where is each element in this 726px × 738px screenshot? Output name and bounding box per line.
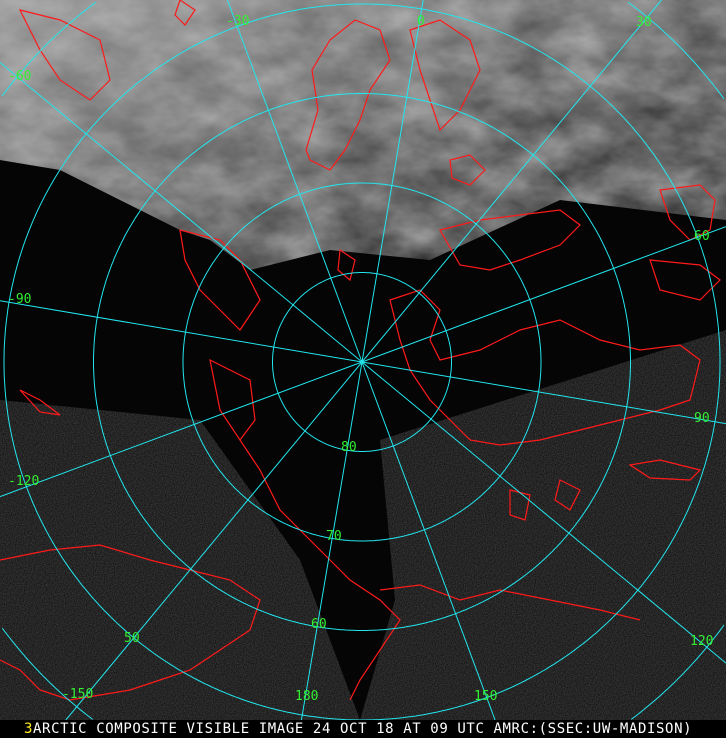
coastline-segment [19, 389, 61, 416]
longitude-label: -150 [62, 687, 93, 702]
meridian--60 [0, 62, 363, 363]
coastline-segment [509, 489, 531, 521]
longitude-label: 60 [694, 229, 710, 244]
image-caption-bar: 3ARCTIC COMPOSITE VISIBLE IMAGE 24 OCT 1… [0, 720, 726, 738]
latitude-label: 60 [311, 617, 327, 632]
meridian--30 [226, 0, 363, 363]
coastline-segment [0, 544, 261, 701]
coastline-segment [337, 248, 356, 282]
coastline-segment [209, 358, 256, 442]
coastline-segment [628, 459, 702, 481]
longitude-label: 30 [636, 15, 652, 30]
latitude-label: 70 [326, 529, 342, 544]
latitude-circle-60 [93, 93, 631, 631]
coastline-segment [379, 584, 641, 621]
coastline-segment [659, 184, 716, 241]
coastline-segment [409, 19, 481, 132]
frame-number: 3 [24, 721, 34, 737]
surface-dark-region [360, 330, 726, 720]
longitude-label: 150 [474, 689, 497, 704]
longitude-label: 180 [295, 689, 318, 704]
latitude-label: 80 [341, 440, 357, 455]
latitude-circle-70 [182, 182, 542, 542]
meridian-150 [361, 361, 496, 720]
coastline-segment [305, 19, 391, 171]
coastline-segment [389, 289, 701, 446]
coastline-segment [174, 0, 196, 26]
longitude-label: 90 [694, 411, 710, 426]
cloud-texture [0, 0, 726, 270]
coastline-segment [449, 154, 486, 186]
longitude-label: -90 [8, 292, 31, 307]
longitude-label: -30 [226, 14, 249, 29]
grid-labels: 80 70 60 50 -150 -120 -90 -60 -30 0 30 60 90 120 150 18… [8, 14, 713, 704]
meridian-120 [361, 361, 726, 664]
meridian-90 [361, 361, 726, 425]
latitude-label: 50 [124, 631, 140, 646]
meridian-60 [361, 226, 726, 363]
meridian--90 [0, 300, 363, 363]
coastline-segment [18, 9, 111, 101]
polar-map: 80 70 60 50 -150 -120 -90 -60 -30 0 30 60 90 120 150 18… [0, 0, 726, 720]
coastline-segment [239, 439, 401, 701]
longitude-label: 120 [690, 634, 713, 649]
meridian-30 [361, 0, 662, 363]
longitude-label: 0 [417, 14, 425, 29]
longitude-label: -60 [8, 69, 31, 84]
coastlines [0, 0, 721, 701]
latitude-circle-50 [3, 3, 721, 720]
meridian--150 [65, 361, 363, 720]
coastline-segment [554, 479, 581, 511]
coastline-segment [649, 259, 721, 301]
longitude-label: -120 [8, 474, 39, 489]
lat-lon-grid [0, 0, 726, 720]
latitude-circle-40 [1, 1, 725, 720]
meridian-0 [361, 0, 424, 363]
caption-text: ARCTIC COMPOSITE VISIBLE IMAGE 24 OCT 18… [33, 721, 693, 737]
coastline-segment [439, 209, 581, 271]
meridian--120 [0, 361, 363, 498]
latitude-circle-80 [272, 272, 452, 452]
coastline-segment [179, 229, 261, 331]
meridian-180 [300, 361, 363, 720]
